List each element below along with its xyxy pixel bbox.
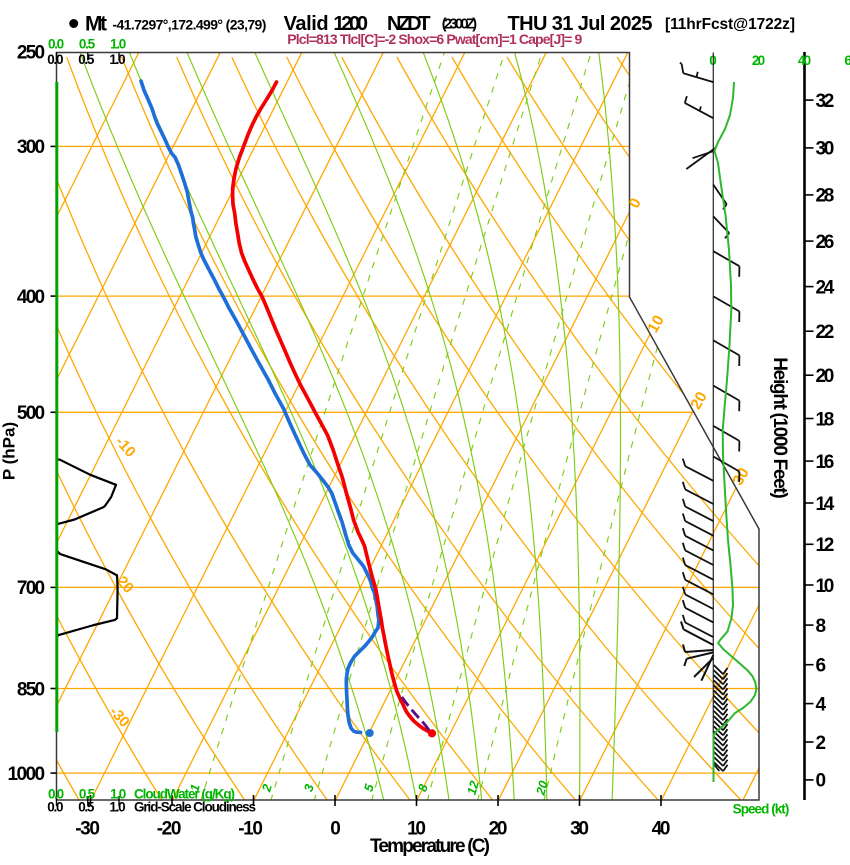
svg-text:30: 30 bbox=[816, 139, 835, 160]
svg-text:20: 20 bbox=[489, 819, 508, 840]
svg-text:18: 18 bbox=[816, 409, 835, 430]
svg-text:300: 300 bbox=[17, 137, 45, 158]
svg-text:26: 26 bbox=[816, 232, 835, 253]
svg-text:6: 6 bbox=[816, 656, 827, 677]
svg-text:30: 30 bbox=[570, 819, 589, 840]
svg-text:P (hPa): P (hPa) bbox=[0, 422, 19, 480]
svg-text:Grid-Scale Cloudiness: Grid-Scale Cloudiness bbox=[134, 800, 256, 815]
svg-text:700: 700 bbox=[17, 578, 45, 599]
svg-text:Plcl=813 Tlcl[C]=-2 Shox=6 Pwa: Plcl=813 Tlcl[C]=-2 Shox=6 Pwat[cm]=1 Ca… bbox=[287, 31, 582, 47]
svg-text:-10: -10 bbox=[238, 819, 263, 840]
svg-text:Mt: Mt bbox=[85, 12, 107, 35]
svg-text:850: 850 bbox=[17, 679, 45, 700]
svg-text:Speed (kt): Speed (kt) bbox=[733, 802, 790, 817]
svg-text:0.0: 0.0 bbox=[47, 800, 63, 815]
svg-text:500: 500 bbox=[17, 403, 45, 424]
svg-text:(2300Z): (2300Z) bbox=[442, 16, 477, 32]
svg-text:24: 24 bbox=[816, 277, 835, 298]
svg-text:0: 0 bbox=[330, 819, 341, 840]
svg-text:2: 2 bbox=[816, 733, 827, 754]
svg-text:0.5: 0.5 bbox=[78, 52, 95, 67]
svg-text:1.0: 1.0 bbox=[110, 37, 126, 52]
svg-text:32: 32 bbox=[816, 91, 835, 112]
svg-text:250: 250 bbox=[17, 42, 45, 63]
svg-text:4: 4 bbox=[816, 694, 827, 715]
svg-text:Temperature (C): Temperature (C) bbox=[370, 836, 490, 857]
svg-text:-41.7297°,172.499° (23,79): -41.7297°,172.499° (23,79) bbox=[112, 16, 266, 32]
svg-text:28: 28 bbox=[816, 186, 835, 207]
svg-text:1000: 1000 bbox=[8, 764, 46, 785]
svg-text:12: 12 bbox=[816, 535, 835, 556]
svg-text:0.0: 0.0 bbox=[47, 52, 63, 67]
svg-text:0.5: 0.5 bbox=[78, 800, 95, 815]
svg-text:8: 8 bbox=[816, 616, 827, 637]
svg-text:400: 400 bbox=[17, 287, 45, 308]
svg-text:16: 16 bbox=[816, 452, 835, 473]
svg-text:60: 60 bbox=[844, 53, 850, 68]
svg-text:20: 20 bbox=[816, 366, 835, 387]
svg-text:0: 0 bbox=[816, 771, 827, 792]
svg-text:0.0: 0.0 bbox=[48, 37, 64, 52]
svg-text:Height (1000 Feet): Height (1000 Feet) bbox=[769, 357, 790, 499]
svg-text:-20: -20 bbox=[157, 819, 182, 840]
svg-text:1.0: 1.0 bbox=[109, 52, 125, 67]
svg-text:20: 20 bbox=[752, 53, 765, 68]
svg-text:[11hrFcst@1722z]: [11hrFcst@1722z] bbox=[665, 16, 795, 33]
svg-text:40: 40 bbox=[798, 53, 811, 68]
svg-text:0.5: 0.5 bbox=[79, 37, 96, 52]
svg-text:14: 14 bbox=[816, 494, 835, 515]
svg-text:10: 10 bbox=[816, 576, 835, 597]
svg-text:1.0: 1.0 bbox=[109, 800, 125, 815]
svg-text:22: 22 bbox=[816, 322, 835, 343]
svg-text:40: 40 bbox=[652, 819, 671, 840]
svg-text:-30: -30 bbox=[75, 819, 100, 840]
